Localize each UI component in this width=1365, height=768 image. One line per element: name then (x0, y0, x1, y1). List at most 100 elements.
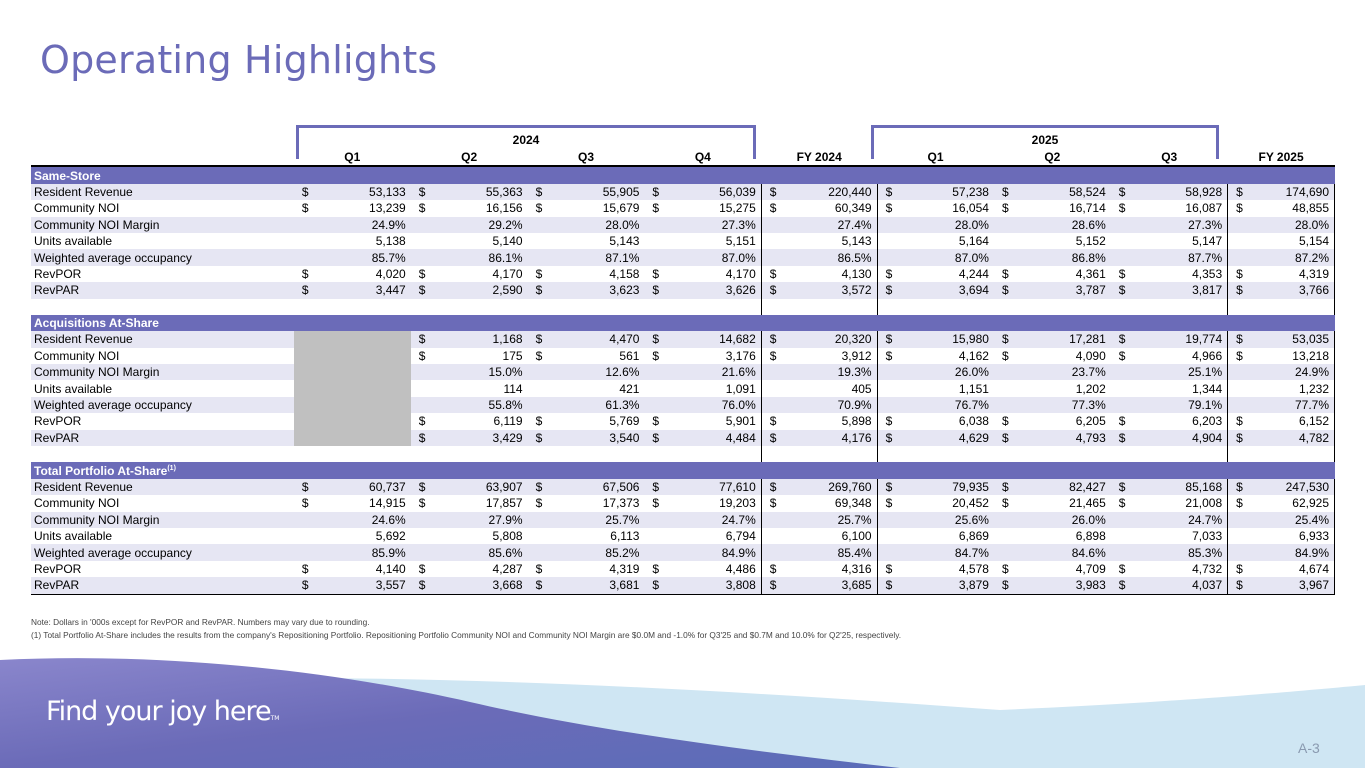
value-cell: 6,119 (493, 414, 523, 429)
value-cell: 24.9% (1247, 364, 1335, 381)
value-cell: 84.9% (1247, 544, 1335, 561)
row-label: Community NOI (34, 496, 120, 511)
currency-symbol: $ (535, 561, 543, 576)
currency-symbol: $ (1227, 183, 1248, 201)
currency-symbol: $ (293, 478, 315, 496)
value-cell: 4,170 (725, 266, 756, 281)
table-row: Community NOI $14,915 $17,857 $17,373 $19,20… (31, 495, 1335, 512)
currency-symbol (993, 544, 1015, 561)
currency-symbol: $ (993, 282, 1015, 299)
currency-symbol (1111, 528, 1131, 544)
currency-symbol (1111, 233, 1131, 249)
currency-symbol (760, 380, 782, 397)
value-cell: 3,176 (725, 348, 756, 363)
currency-symbol (644, 528, 664, 544)
value-cell: 4,130 (841, 266, 872, 281)
value-cell: 12.6% (547, 364, 645, 381)
currency-symbol (293, 544, 315, 561)
value-cell: 25.6% (897, 511, 994, 528)
currency-symbol: $ (644, 183, 665, 201)
year-label-2025: 2025 (1031, 133, 1059, 147)
value-cell: 3,623 (547, 282, 645, 299)
value-cell: 26.0% (1014, 511, 1111, 528)
row-label: Community NOI (34, 201, 120, 216)
value-cell: 5,143 (609, 234, 640, 249)
currency-symbol (411, 528, 431, 544)
value-cell: 405 (851, 381, 872, 396)
value-cell: 4,353 (1192, 266, 1223, 281)
value-cell: 114 (503, 381, 523, 396)
value-cell: 15,275 (719, 201, 756, 216)
currency-symbol: $ (1118, 414, 1126, 429)
currency-symbol: $ (652, 266, 660, 281)
not-applicable-cell (314, 429, 411, 447)
currency-symbol (293, 511, 315, 528)
spacer-cell (876, 446, 898, 463)
value-cell: 3,912 (841, 348, 872, 363)
value-cell: 20,452 (952, 496, 989, 511)
currency-symbol: $ (1227, 200, 1248, 217)
value-cell: 3,983 (1014, 577, 1111, 595)
value-cell: 3,626 (664, 282, 762, 299)
value-cell: 82,427 (1014, 478, 1111, 496)
value-cell: 4,170 (492, 266, 523, 281)
spacer-cell (1014, 299, 1111, 315)
value-cell: 48,855 (1247, 200, 1335, 217)
currency-symbol: $ (876, 331, 898, 348)
not-applicable-cell (293, 429, 315, 447)
footer-wave-decoration (0, 658, 1365, 768)
currency-symbol (876, 249, 898, 266)
currency-symbol: $ (527, 577, 548, 595)
section-title: Total Portfolio At-Share(1) (31, 462, 1335, 479)
value-cell: 175 (502, 348, 523, 363)
page-number: A-3 (1298, 740, 1320, 756)
value-cell: 85.2% (547, 544, 645, 561)
currency-symbol (1227, 396, 1248, 414)
column-header: FY 2024 (761, 149, 878, 168)
currency-symbol: $ (644, 478, 665, 496)
value-cell: 6,100 (841, 529, 872, 544)
currency-symbol (410, 544, 431, 561)
currency-symbol (644, 233, 664, 249)
value-cell: 76.0% (664, 396, 762, 414)
currency-symbol (1110, 544, 1131, 561)
not-applicable-cell (314, 331, 411, 348)
value-cell: 6,933 (1247, 527, 1335, 545)
currency-symbol (993, 511, 1015, 528)
value-cell: 15,980 (897, 331, 994, 348)
value-cell: 1,091 (725, 381, 756, 396)
currency-symbol: $ (1001, 348, 1009, 363)
value-cell: 6,038 (958, 414, 989, 429)
value-cell: 87.2% (1247, 249, 1335, 266)
value-cell: 5,138 (375, 234, 406, 249)
value-cell: 16,087 (1185, 201, 1223, 216)
value-cell: 4,674 (1247, 560, 1335, 578)
value-cell: 57,238 (897, 183, 994, 201)
table-row: Units available 5,692 5,808 6,113 6,794 6,100… (31, 527, 1335, 545)
currency-symbol: $ (876, 478, 898, 496)
currency-symbol: $ (993, 331, 1015, 348)
row-label: Community NOI Margin (31, 216, 294, 233)
currency-symbol: $ (1110, 577, 1131, 595)
currency-symbol: $ (760, 560, 782, 578)
currency-symbol (410, 364, 431, 381)
table-row: RevPAR $3,429 $3,540 $4,484 $4,176 $4,629 $4,7… (31, 429, 1335, 447)
currency-symbol (527, 544, 548, 561)
currency-symbol: $ (876, 265, 898, 283)
row-label: Resident Revenue (31, 478, 294, 496)
currency-symbol (876, 364, 898, 381)
year-bracket-2025 (871, 125, 1219, 159)
currency-symbol (410, 249, 431, 266)
currency-symbol (528, 380, 548, 396)
column-header: Q1 (293, 149, 411, 168)
currency-symbol (1111, 380, 1131, 396)
currency-symbol: $ (760, 495, 782, 512)
currency-symbol: $ (652, 496, 660, 511)
value-cell: 4,316 (841, 561, 872, 576)
currency-symbol: $ (1227, 560, 1248, 578)
value-cell: 4,287 (492, 561, 523, 576)
not-applicable-cell (293, 413, 315, 430)
value-cell: 17,281 (1014, 331, 1111, 348)
value-cell: 5,152 (1075, 234, 1106, 249)
value-cell: 77.7% (1247, 396, 1335, 414)
